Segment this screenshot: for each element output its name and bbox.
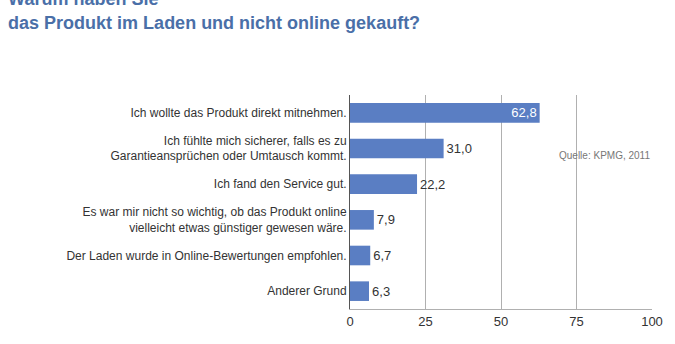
svg-text:Es war mir nicht so wichtig, o: Es war mir nicht so wichtig, ob das Prod… [82,205,346,235]
svg-text:75: 75 [569,314,583,329]
svg-text:100: 100 [641,314,663,329]
svg-text:Ich fühlte mich sicherer, fall: Ich fühlte mich sicherer, falls es zuGar… [110,134,346,164]
svg-text:31,0: 31,0 [447,141,472,156]
svg-text:Anderer Grund: Anderer Grund [267,284,346,298]
svg-text:0: 0 [346,314,353,329]
svg-text:25: 25 [418,314,432,329]
svg-text:62,8: 62,8 [511,105,536,120]
svg-text:Quelle: KPMG, 2011: Quelle: KPMG, 2011 [559,150,650,161]
svg-text:6,7: 6,7 [373,248,391,263]
svg-text:Ich wollte das Produkt direkt: Ich wollte das Produkt direkt mitnehmen. [130,106,346,120]
svg-text:6,3: 6,3 [372,284,390,299]
svg-text:22,2: 22,2 [420,177,445,192]
svg-text:Der Laden wurde in Online-Bewe: Der Laden wurde in Online-Bewertungen em… [66,249,346,263]
svg-text:7,9: 7,9 [377,212,395,227]
svg-text:Warum haben Siedas Produkt im: Warum haben Siedas Produkt im Laden und … [8,0,420,33]
svg-text:Ich fand den Service gut.: Ich fand den Service gut. [214,177,347,191]
svg-text:50: 50 [494,314,508,329]
